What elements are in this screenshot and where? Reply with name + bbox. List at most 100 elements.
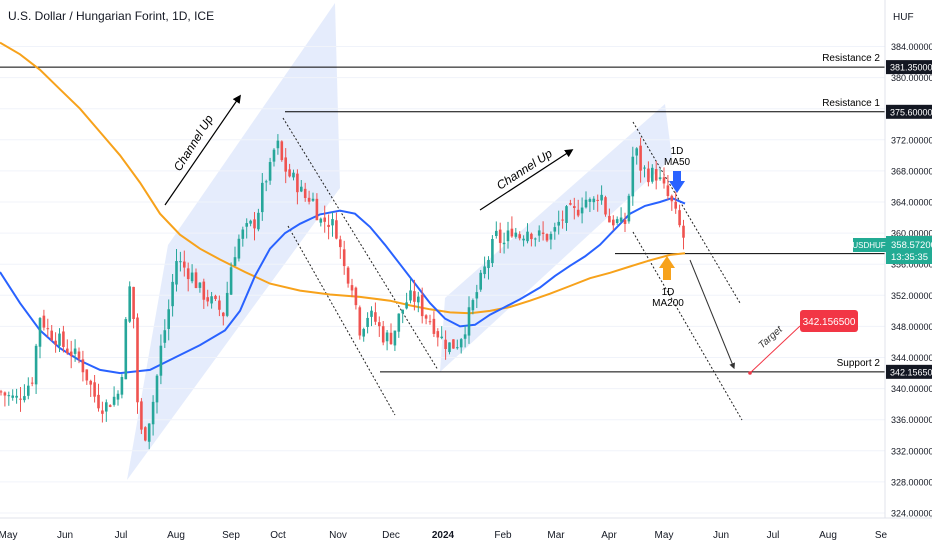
trendline-3	[632, 121, 741, 304]
candle-body	[38, 318, 42, 347]
y-tick-label: 384.000000	[891, 42, 932, 52]
candle-body	[93, 382, 96, 397]
candle-body	[354, 287, 358, 306]
candle-body	[647, 168, 650, 183]
candle-body	[81, 359, 85, 373]
candle-body	[101, 410, 104, 414]
x-tick-label: Jun	[713, 530, 729, 541]
candle-body	[662, 177, 666, 184]
ma50-label-line1: 1D	[671, 146, 684, 157]
x-tick-label: Se	[875, 530, 888, 541]
candle-body	[7, 395, 11, 397]
candle-body	[432, 318, 436, 334]
ma200-label-line1: 1D	[662, 287, 675, 298]
candle-body	[463, 334, 467, 339]
candle-body	[253, 219, 256, 229]
candle-body	[491, 239, 494, 264]
candle-body	[124, 319, 128, 380]
candle-body	[471, 300, 475, 311]
candle-body	[218, 300, 221, 310]
candle-body	[261, 182, 264, 213]
candle-body	[483, 266, 486, 275]
candle-body	[600, 194, 603, 201]
ma50-line	[0, 197, 686, 375]
candle-body	[495, 230, 498, 236]
candle-body	[34, 345, 38, 385]
candle-body	[654, 169, 658, 181]
candle-body	[190, 272, 194, 282]
candle-body	[627, 195, 631, 222]
candle-body	[27, 385, 30, 396]
currency-label: HUF	[893, 12, 914, 23]
candle-body	[666, 185, 670, 197]
candle-body	[50, 330, 53, 341]
level-badge	[886, 60, 932, 75]
current-price-symbol: USDHUF	[852, 241, 885, 250]
candle-body	[420, 294, 424, 317]
candle-body	[534, 238, 537, 240]
candle-body	[264, 181, 268, 183]
x-tick-label: Nov	[329, 530, 347, 541]
candle-body	[112, 396, 116, 405]
candle-body	[280, 141, 284, 161]
candle-body	[105, 402, 108, 412]
candle-body	[389, 332, 393, 345]
candle-body	[77, 351, 81, 359]
candle-body	[518, 234, 521, 239]
y-tick-label: 344.000000	[891, 353, 932, 363]
candle-body	[405, 302, 408, 309]
level-badge-text: 375.600000	[890, 107, 932, 117]
candle-body	[241, 229, 245, 239]
channel-up-1-band	[127, 3, 340, 480]
candle-body	[639, 145, 642, 171]
candle-body	[89, 380, 92, 385]
candle-body	[85, 369, 89, 381]
candle-body	[526, 231, 529, 242]
candle-body	[381, 326, 385, 343]
level-label: Resistance 1	[822, 98, 880, 109]
candle-body	[319, 218, 323, 223]
candle-body	[210, 296, 213, 304]
y-tick-label: 328.000000	[891, 477, 932, 487]
candle-body	[23, 396, 26, 401]
candle-body	[198, 282, 202, 288]
candle-body	[58, 333, 61, 346]
candle-body	[147, 423, 151, 442]
candle-body	[136, 317, 139, 403]
candle-body	[54, 340, 57, 345]
candle-body	[46, 328, 50, 330]
dashed-trendlines	[282, 117, 743, 421]
x-tick-label: Mar	[547, 530, 565, 541]
candle-body	[444, 339, 447, 349]
projection-arrow	[689, 259, 735, 370]
y-tick-label: 352.000000	[891, 291, 932, 301]
candle-body	[268, 162, 272, 181]
level-label: Support 2	[837, 358, 881, 369]
candle-body	[19, 398, 22, 400]
current-price-value: 358.572000	[891, 240, 932, 251]
candle-body	[682, 225, 685, 238]
candle-body	[362, 328, 365, 337]
candle-body	[510, 228, 514, 237]
candle-body	[592, 198, 596, 203]
candle-body	[608, 215, 611, 223]
trendline-2	[287, 225, 396, 416]
candle-body	[678, 210, 681, 226]
candle-body	[3, 392, 7, 396]
candle-body	[120, 377, 124, 395]
trendline-1	[282, 117, 439, 371]
candle-body	[397, 313, 401, 332]
candle-body	[366, 317, 369, 327]
y-tick-label: 324.000000	[891, 509, 932, 519]
candle-body	[194, 272, 198, 288]
candle-body	[140, 401, 143, 430]
candle-body	[30, 382, 34, 384]
candle-body	[565, 206, 568, 223]
candle-body	[331, 219, 334, 226]
candle-body	[436, 331, 440, 338]
current-price-symbol-badge	[853, 238, 886, 252]
candle-body	[370, 310, 373, 317]
candle-body	[163, 330, 167, 343]
